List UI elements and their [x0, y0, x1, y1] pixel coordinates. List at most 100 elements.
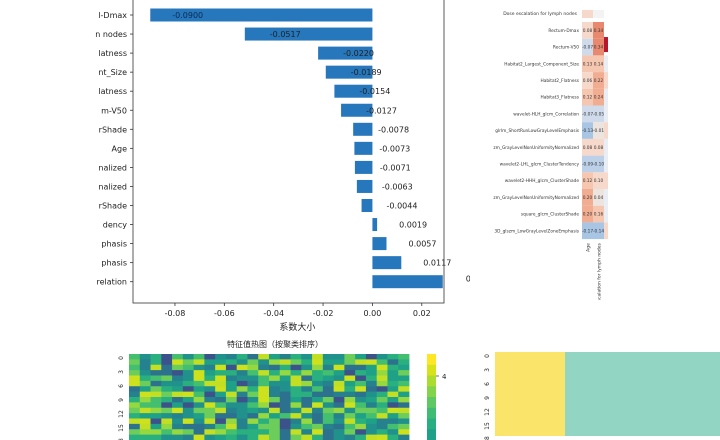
- heatmap-cell: [182, 386, 195, 393]
- heatmap-cell: [398, 370, 410, 376]
- heatmap-cell: [279, 402, 291, 409]
- corr-cell-value: 0.08: [583, 28, 593, 34]
- heatmap-cell: [269, 434, 281, 440]
- corr-cell: [582, 22, 593, 39]
- heatmap-cell: [365, 386, 378, 393]
- corr-cell: [593, 22, 604, 39]
- corr-col-label: Dose escalation for lymph nodes: [597, 242, 603, 300]
- heatmap-cell: [322, 359, 335, 366]
- y-tick-label: 18: [118, 438, 125, 440]
- heatmap-cell: [355, 380, 367, 387]
- heatmap-cell: [333, 402, 345, 409]
- heatmap-cell: [204, 423, 216, 430]
- corr-cell: [604, 155, 608, 173]
- heatmap-cell: [139, 364, 151, 371]
- heatmap-cell: [376, 391, 388, 398]
- heatmap-cell: [269, 386, 281, 393]
- heatmap-cell: [225, 397, 238, 403]
- heatmap-cell: [365, 370, 378, 376]
- heatmap-cell: [247, 418, 259, 425]
- heatmap-cell: [139, 380, 151, 387]
- corr-col-label: Age: [586, 243, 592, 252]
- heatmap-cell: [301, 413, 313, 419]
- corr-cell: [593, 72, 604, 89]
- heatmap-cell: [247, 375, 259, 382]
- heatmap-cell: [279, 380, 291, 387]
- heatmap-colorbar: 4: [427, 354, 447, 440]
- heatmap-cell: [290, 397, 302, 403]
- heatmap-cell: [290, 391, 302, 398]
- heatmap-cell: [204, 364, 216, 371]
- corr-cell-value: 0.06: [583, 78, 593, 84]
- heatmap-cell: [398, 407, 410, 414]
- heatmap-cell: [333, 354, 345, 360]
- heatmap-cell: [312, 397, 324, 403]
- category-label: n nodes: [95, 30, 127, 39]
- heatmap-cell: [312, 354, 324, 360]
- corr-cell: [604, 205, 608, 223]
- corr-cell: [604, 72, 608, 89]
- heatmap-cell: [333, 359, 345, 366]
- heatmap-cell: [204, 359, 216, 366]
- y-tick-label: 6: [118, 384, 125, 388]
- heatmap-cell: [398, 359, 410, 366]
- heatmap-cell: [204, 434, 216, 440]
- heatmap-cell: [365, 402, 378, 409]
- heatmap-cell: [215, 354, 227, 360]
- bar: [325, 65, 373, 79]
- heatmap-cell: [150, 370, 162, 376]
- heatmap-cell: [398, 418, 410, 425]
- heatmap-cell: [161, 407, 173, 414]
- heatmap-cell: [258, 413, 270, 419]
- heatmap-cell: [215, 423, 227, 430]
- heatmap-cell: [129, 402, 141, 409]
- heatmap-cell: [269, 423, 281, 430]
- heatmap-cell: [193, 418, 205, 425]
- heatmap-cell: [376, 429, 388, 436]
- corr-row-label: glrlm_ShortRunLowGrayLevelEmphasis: [495, 128, 579, 134]
- heatmap-cell: [139, 391, 151, 398]
- heatmap-cell: [365, 418, 378, 425]
- heatmap-cell: [193, 434, 205, 440]
- heatmap-cell: [322, 370, 335, 376]
- heatmap-cell: [172, 375, 184, 382]
- heatmap-cell: [236, 364, 248, 371]
- x-axis-label: 系数大小: [279, 321, 315, 333]
- heatmap-cell: [150, 375, 162, 382]
- heatmap-cell: [225, 359, 238, 366]
- heatmap-cell: [236, 354, 248, 360]
- heatmap-cell: [322, 364, 335, 371]
- heatmap-cell: [150, 418, 162, 425]
- heatmap-cell: [312, 380, 324, 387]
- value-label: -0.0044: [387, 202, 418, 211]
- corr-row-label: zm_GrayLevelNonUniformityNormalized: [493, 145, 579, 151]
- heatmap-cell: [312, 434, 324, 440]
- heatmap-cell: [355, 359, 367, 366]
- corr-cell-value: 0.10: [594, 178, 604, 184]
- heatmap-cell: [129, 434, 141, 440]
- corr-cell-value: 0.22: [594, 78, 604, 84]
- heatmap-cell: [225, 354, 238, 360]
- heatmap-cell: [182, 407, 195, 414]
- heatmap-cell: [365, 364, 378, 371]
- heatmap-cell: [269, 354, 281, 360]
- heatmap-cell: [172, 434, 184, 440]
- bar: [361, 199, 373, 212]
- heatmap-cell: [333, 434, 345, 440]
- heatmap-cell: [301, 364, 313, 371]
- heatmap-cell: [139, 386, 151, 393]
- heatmap-cell: [258, 370, 270, 376]
- heatmap-cell: [269, 380, 281, 387]
- heatmap-cell: [172, 354, 184, 360]
- heatmap-cell: [355, 402, 367, 409]
- heatmap-cell: [172, 423, 184, 430]
- heatmap-cell: [398, 429, 410, 436]
- corr-cell: [582, 205, 593, 223]
- heatmap-cell: [225, 370, 238, 376]
- heatmap-cell: [182, 429, 195, 436]
- heatmap-cell: [344, 397, 356, 403]
- heatmap-cell: [150, 397, 162, 403]
- heatmap-cell: [387, 418, 399, 425]
- heatmap-cell: [355, 418, 367, 425]
